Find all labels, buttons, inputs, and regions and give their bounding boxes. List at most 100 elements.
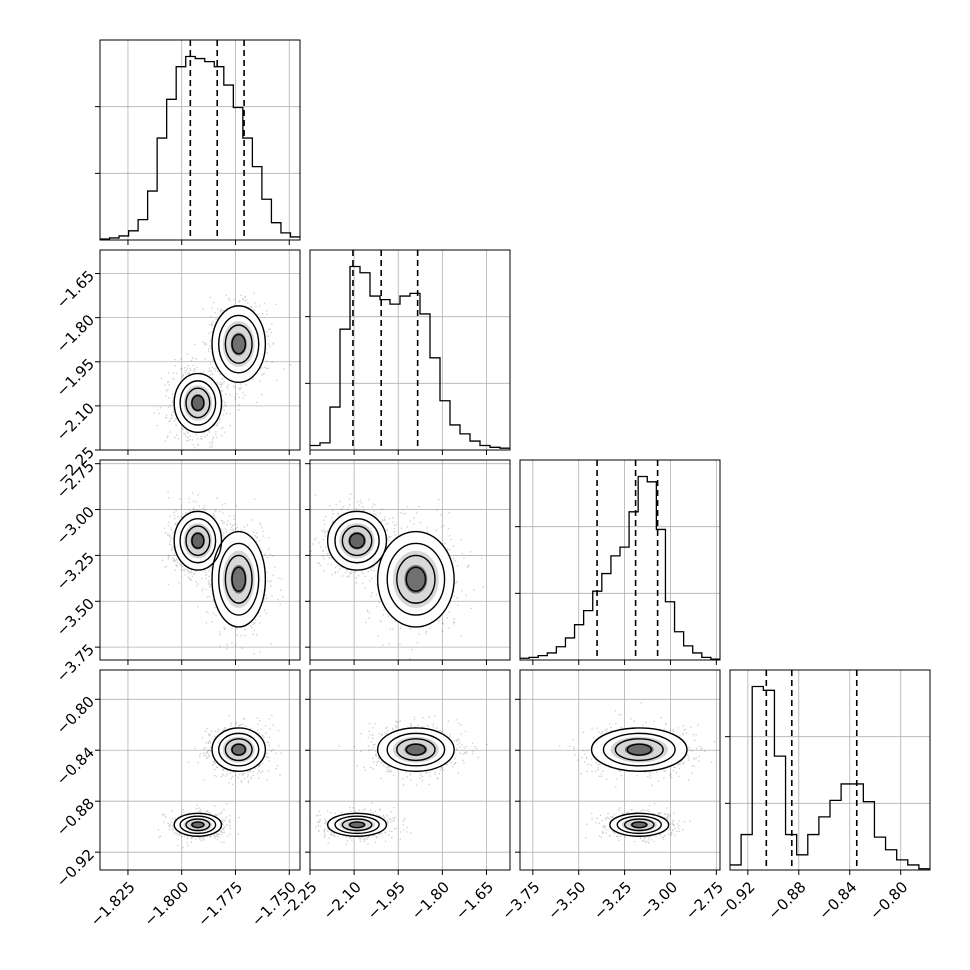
panel-frame xyxy=(309,669,511,871)
contour-line xyxy=(376,530,455,628)
contour-line xyxy=(185,387,211,419)
density-fill xyxy=(230,332,247,356)
x-tick-label: −1.80 xyxy=(408,878,453,923)
contour-line xyxy=(211,305,267,384)
x-tick-label: −1.65 xyxy=(452,878,497,923)
x-tick-label: −1.825 xyxy=(87,878,139,930)
panel-content xyxy=(730,670,930,870)
contour-line xyxy=(218,542,260,616)
contour-line xyxy=(218,732,260,767)
density-fill xyxy=(624,743,654,757)
histogram-panel-3: −0.92 −0.88 −0.84 −0.80 xyxy=(713,669,931,923)
x-tick-label: −2.10 xyxy=(320,878,365,923)
contour-line xyxy=(609,812,670,837)
joint-panel-3-1: −2.25−2.10−1.95−1.80−1.65 xyxy=(276,669,511,923)
contour-line xyxy=(616,815,662,835)
contour-line xyxy=(341,525,373,557)
contour-line xyxy=(349,532,366,549)
y-tick-label: −0.80 xyxy=(53,693,98,738)
x-tick-label: −1.800 xyxy=(140,878,192,930)
panel-frame xyxy=(309,459,511,661)
panel-content xyxy=(310,670,510,870)
x-tick-label: −0.84 xyxy=(815,878,860,923)
contour-line xyxy=(590,727,688,772)
contour-line xyxy=(211,530,267,628)
panel-frame xyxy=(519,459,721,661)
y-tick-label: −3.75 xyxy=(53,640,98,685)
y-tick-label: −1.80 xyxy=(53,311,98,356)
density-fill xyxy=(377,531,455,627)
density-fill xyxy=(190,821,205,829)
joint-panel-2-1 xyxy=(305,459,511,665)
y-tick-label: −1.95 xyxy=(53,355,98,400)
panel-frame xyxy=(519,669,721,871)
contour-line xyxy=(376,727,455,772)
histogram-panel-2 xyxy=(515,459,721,665)
density-fill xyxy=(222,550,255,608)
density-fill xyxy=(190,531,205,550)
histogram-panel-1 xyxy=(305,249,511,455)
panel-frame xyxy=(99,39,301,241)
contour-line xyxy=(334,518,380,564)
joint-panel-2-0: −3.75−3.50−3.25−3.00−2.75 xyxy=(53,457,301,686)
y-tick-label: −0.92 xyxy=(53,845,98,890)
x-tick-label: −3.75 xyxy=(498,878,543,923)
contour-line xyxy=(231,333,247,355)
x-tick-label: −3.50 xyxy=(544,878,589,923)
contour-line xyxy=(231,566,247,592)
contour-line xyxy=(386,732,446,767)
histogram-panel-0 xyxy=(95,39,301,245)
contour-line xyxy=(349,821,366,829)
panel-content xyxy=(100,250,300,450)
density-fill xyxy=(222,321,255,368)
density-fill xyxy=(230,743,247,757)
contour-line xyxy=(224,324,253,364)
x-tick-label: −0.80 xyxy=(866,878,911,923)
contour-line xyxy=(185,818,211,832)
y-tick-label: −3.50 xyxy=(53,595,98,640)
contour-line xyxy=(211,727,267,772)
density-fill xyxy=(404,564,428,594)
density-fill xyxy=(230,564,247,594)
joint-panel-3-0: −1.825 −1.800 −1.775 −1.750−0.92−0.88−0.84−… xyxy=(53,669,301,930)
contour-line xyxy=(386,542,446,616)
panel-content xyxy=(100,40,300,240)
density-fill xyxy=(212,305,266,383)
contour-line xyxy=(405,743,427,756)
panel-frame xyxy=(309,249,511,451)
contour-line xyxy=(631,821,648,829)
joint-panel-1-0: −2.25−2.10−1.95−1.80−1.65 xyxy=(53,249,301,489)
joint-panel-3-2: −3.75 −3.50 −3.25 −3.00 −2.75 xyxy=(498,669,727,923)
panel-content xyxy=(100,670,300,870)
panel-content xyxy=(520,460,720,660)
contour-line xyxy=(231,743,247,756)
contour-line xyxy=(602,732,676,767)
y-tick-label: −3.25 xyxy=(53,549,98,594)
contour-line xyxy=(224,738,253,762)
contour-line xyxy=(191,394,205,411)
contour-line xyxy=(179,815,217,835)
contour-line xyxy=(173,372,223,434)
contour-line xyxy=(326,812,388,837)
density-fill xyxy=(212,531,266,627)
contour-line xyxy=(191,821,205,829)
x-tick-label: −3.00 xyxy=(636,878,681,923)
contour-line xyxy=(185,525,211,557)
y-tick-label: −0.88 xyxy=(53,794,98,839)
contour-line xyxy=(179,380,217,426)
panel-content xyxy=(310,460,510,660)
contour-line xyxy=(341,818,373,832)
contour-line xyxy=(396,554,436,604)
panel-frame xyxy=(99,249,301,451)
contour-line xyxy=(626,743,652,756)
contour-line xyxy=(224,554,253,604)
density-fill xyxy=(190,394,205,412)
histogram-step xyxy=(310,265,510,449)
y-tick-label: −3.00 xyxy=(53,503,98,548)
contour-line xyxy=(614,738,664,762)
panel-content xyxy=(310,250,510,450)
y-tick-label: −2.10 xyxy=(53,399,98,444)
x-tick-label: −3.25 xyxy=(590,878,635,923)
contour-line xyxy=(326,510,388,571)
